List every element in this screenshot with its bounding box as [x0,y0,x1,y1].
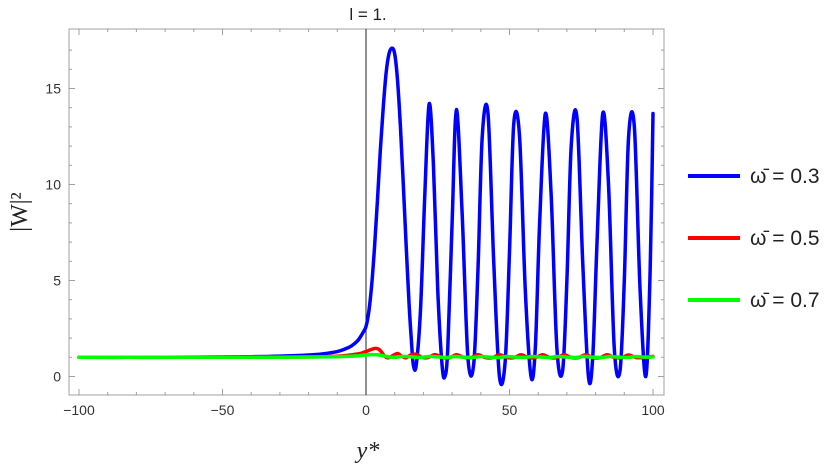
legend-label-3: ω̄ = 0.7 [750,289,820,312]
y-axis-title: |W|² [7,192,33,231]
legend-label-2: ω̄ = 0.5 [750,227,820,250]
chart-title: l = 1. [349,5,386,24]
y-tick-label: 15 [45,81,61,97]
legend: ω̄ = 0.3 ω̄ = 0.5 ω̄ = 0.7 [688,165,820,312]
x-tick-label: −100 [63,402,95,418]
axis-ticks: −100 −50 0 50 100 0 5 10 15 [45,29,665,418]
y-tick-label: 10 [45,177,61,193]
x-axis-title: y* [355,438,380,464]
x-tick-label: −50 [211,402,235,418]
series-layer [77,46,655,387]
x-tick-label: 100 [641,402,665,418]
x-tick-label: 0 [362,402,370,418]
x-tick-label: 50 [502,402,518,418]
legend-label-1: ω̄ = 0.3 [750,165,820,188]
y-tick-label: 5 [53,273,61,289]
y-tick-label: 0 [53,369,61,385]
series-line-3 [77,352,655,360]
